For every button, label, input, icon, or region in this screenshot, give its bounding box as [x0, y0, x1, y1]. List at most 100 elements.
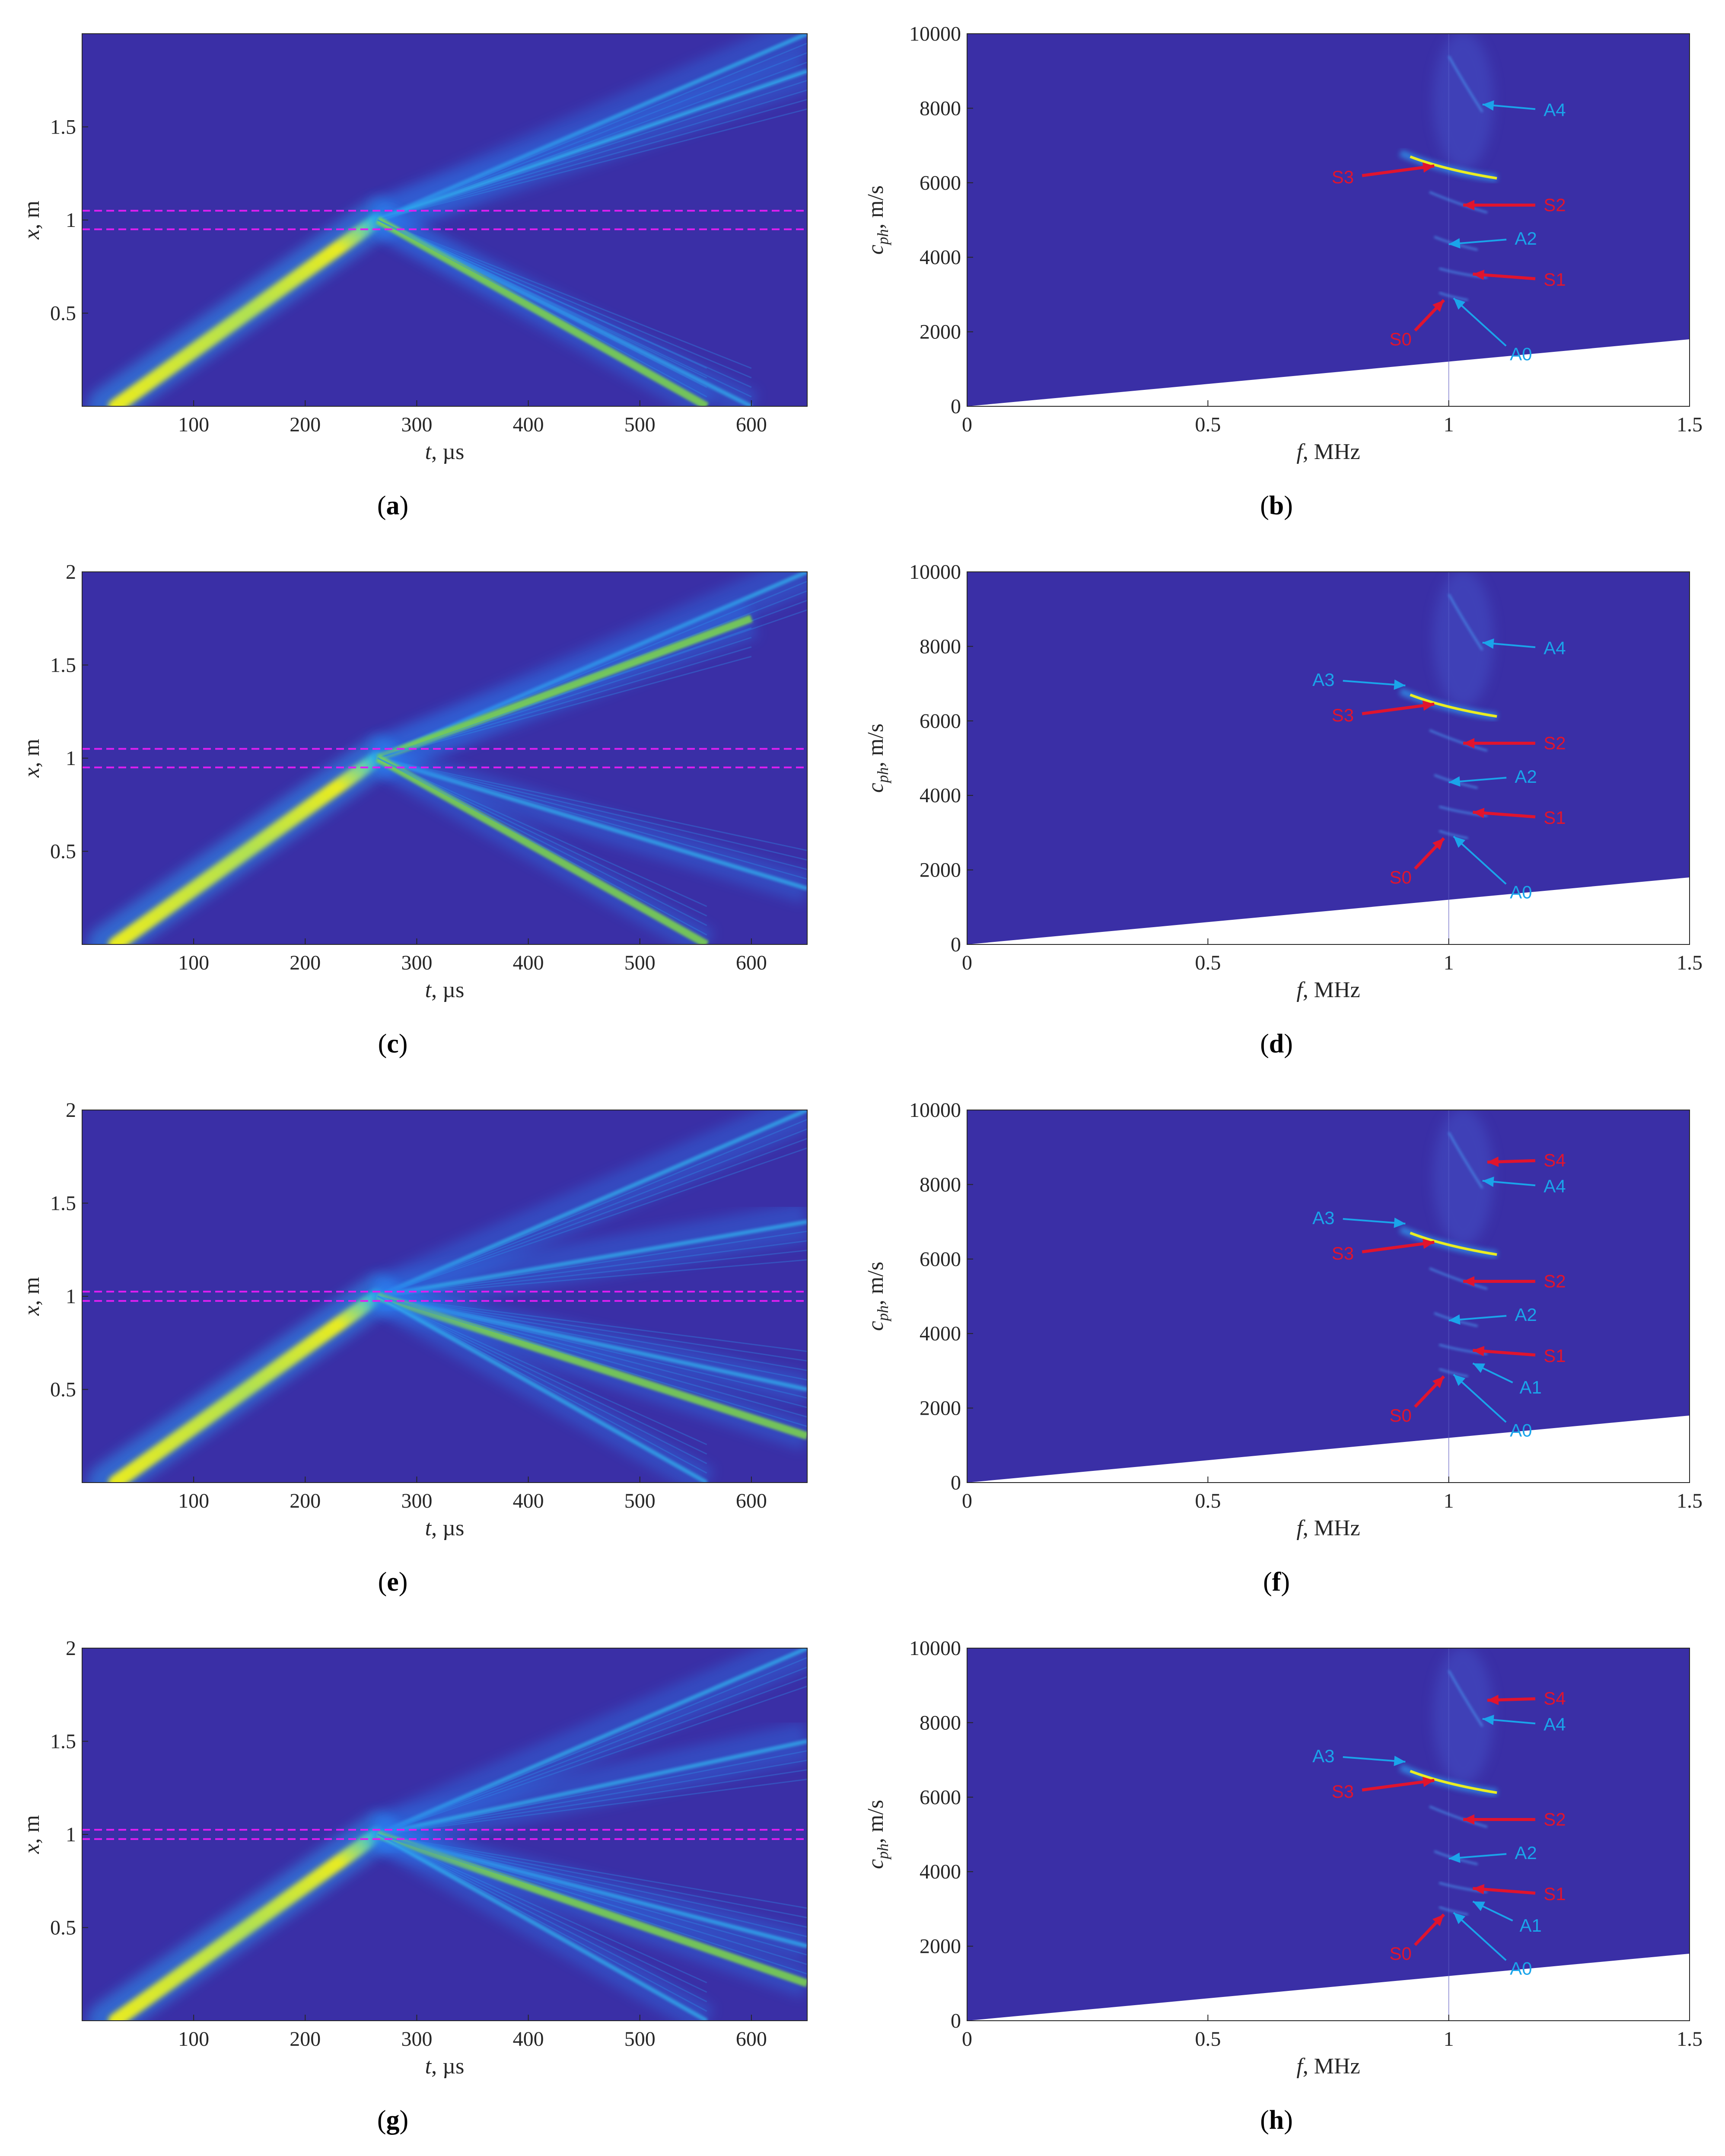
cutoff-region	[967, 1415, 1690, 1483]
x-tick-label: 500	[624, 413, 656, 436]
mode-label: A0	[1510, 1958, 1532, 1978]
x-tick-label: 100	[178, 413, 209, 436]
wave-striation	[377, 757, 807, 871]
wave-striation	[377, 646, 752, 759]
reflected-wave	[376, 1832, 708, 2021]
y-tick-label: 2000	[920, 1397, 961, 1420]
wave-striation	[377, 1295, 807, 1408]
mode-arrowhead	[1453, 1375, 1466, 1386]
mode-label: S1	[1544, 807, 1566, 828]
mode-arrowhead	[1473, 1363, 1486, 1373]
subfigure-caption: (d)	[1260, 1029, 1293, 1059]
wave-striation	[377, 1834, 807, 1956]
wave-striation	[377, 637, 752, 759]
mode-label: S4	[1544, 1688, 1566, 1708]
panel-b: A4 S3 S2 A2 S1 S0 A0 0 0.5 1 1.5 0 2000 4000 6000 8000 1…	[863, 22, 1703, 520]
mode-arrow	[1453, 1912, 1507, 1961]
mode-glow	[1433, 1110, 1494, 1247]
y-tick-label: 1.5	[50, 1730, 76, 1753]
caption-letter: a	[386, 491, 400, 520]
mode-label: A1	[1519, 1377, 1541, 1397]
y-tick-label: 0	[951, 933, 961, 956]
mode-arrowhead	[1463, 200, 1475, 210]
mode-arrowhead	[1394, 679, 1406, 690]
caption-letter: b	[1269, 491, 1284, 520]
caption-paren-open: (	[377, 491, 386, 520]
x-axis-unit: , MHz	[1303, 978, 1360, 1002]
wave-striation	[377, 108, 807, 221]
mode-label: S3	[1332, 1781, 1354, 1802]
mode-glow	[1433, 34, 1494, 170]
wave-striation	[377, 1295, 807, 1427]
x-axis-variable: t	[425, 1516, 432, 1540]
mode-label: S0	[1390, 1405, 1412, 1426]
mode-curve-s3	[1410, 1770, 1497, 1794]
x-tick-label: 400	[513, 2028, 544, 2051]
subfigure-caption: (b)	[1260, 491, 1293, 520]
y-tick-label: 0.5	[50, 840, 76, 863]
x-tick-label: 0	[962, 951, 972, 974]
plot-background	[967, 572, 1690, 944]
y-tick-label: 1.5	[50, 1192, 76, 1215]
caption-paren-close: )	[399, 1029, 408, 1059]
caption-paren-close: )	[400, 2105, 409, 2135]
x-tick-label: 600	[736, 951, 767, 974]
wave-striation	[377, 1834, 807, 1946]
caption-letter: e	[387, 1567, 399, 1597]
y-axis-variable: x	[19, 1306, 44, 1316]
plot-area	[82, 572, 807, 944]
reflected-wave	[376, 217, 709, 406]
wave-striation	[377, 1750, 807, 1835]
mode-label: A2	[1515, 1304, 1537, 1325]
mode-arrowhead	[1473, 807, 1485, 818]
wave-striation	[377, 1834, 707, 2003]
wave-striation	[377, 1295, 707, 1474]
mode-arrowhead	[1432, 300, 1444, 312]
y-tick-label: 1	[66, 1823, 76, 1846]
mode-arrowhead	[1394, 1217, 1406, 1228]
wave-striation	[377, 757, 707, 917]
mode-curve	[1429, 1805, 1488, 1828]
panel-a: 100 200 300 400 500 600 0.5 1 1.5 t, µs x, m (a)	[19, 33, 808, 520]
mode-arrowhead	[1453, 836, 1466, 848]
y-tick-label: 6000	[920, 172, 961, 195]
y-tick-label: 10000	[909, 1637, 961, 1660]
mode-curve	[1429, 191, 1488, 214]
wave-striation	[377, 1760, 807, 1835]
wave-striation	[377, 1295, 707, 1464]
y-axis-label: cph, m/s	[863, 724, 891, 793]
wave-striation	[377, 1231, 807, 1297]
mode-curve	[1439, 1368, 1468, 1378]
caption-letter: d	[1269, 1029, 1284, 1059]
y-axis-subscript: ph	[874, 1305, 891, 1322]
wave-striation	[377, 1834, 707, 1993]
mode-label: S3	[1332, 705, 1354, 725]
plot-area	[967, 1648, 1690, 2021]
mode-label: S2	[1544, 195, 1566, 215]
mode-arrow	[1362, 702, 1435, 715]
y-tick-label: 10000	[909, 1099, 961, 1122]
mode-label: S1	[1544, 269, 1566, 290]
y-axis-label: x, m	[19, 739, 44, 778]
mode-curve	[1429, 1267, 1488, 1290]
y-axis-variable: x	[19, 230, 44, 240]
caption-paren-close: )	[400, 491, 409, 520]
x-axis-unit: , MHz	[1303, 2054, 1360, 2079]
panel-g: 100 200 300 400 500 600 0.5 1 1.5 2 t, µs x, m (g)	[19, 1637, 808, 2135]
y-tick-label: 4000	[920, 246, 961, 269]
x-tick-label: 0.5	[1195, 951, 1221, 974]
y-axis-unit: , m	[19, 1277, 44, 1305]
x-tick-label: 400	[513, 951, 544, 974]
mode-curve	[1448, 55, 1483, 113]
y-axis-variable: c	[863, 245, 888, 255]
plot-area	[967, 572, 1690, 944]
mode-arrow	[1453, 836, 1507, 885]
x-tick-label: 0.5	[1195, 1489, 1221, 1512]
y-tick-label: 2000	[920, 1935, 961, 1958]
mode-arrowhead	[1463, 738, 1475, 749]
mode-label: A4	[1544, 1714, 1566, 1735]
mode-label: S2	[1544, 1809, 1566, 1830]
wave-striation	[377, 757, 807, 861]
caption-paren-open: (	[1260, 491, 1269, 520]
y-axis-subscript: ph	[874, 229, 891, 246]
